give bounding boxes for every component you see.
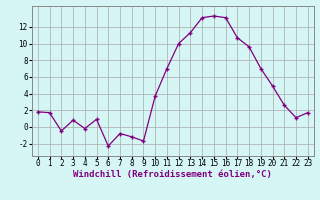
X-axis label: Windchill (Refroidissement éolien,°C): Windchill (Refroidissement éolien,°C) xyxy=(73,170,272,179)
